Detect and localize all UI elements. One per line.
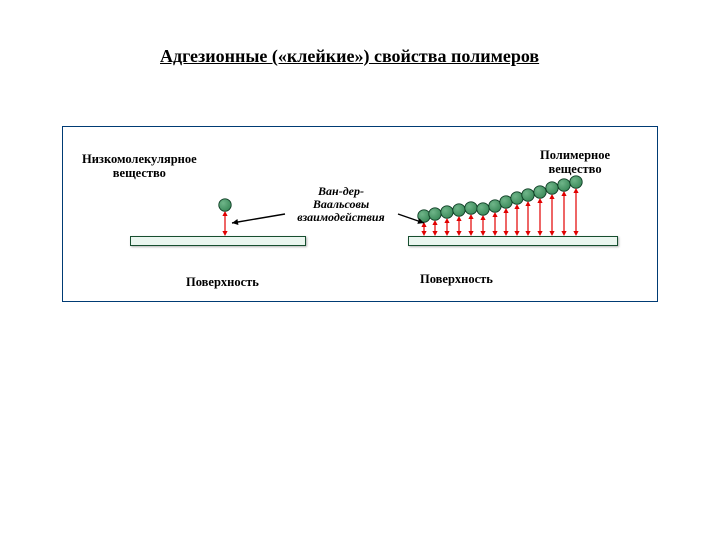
platform-right [408, 236, 618, 246]
label-low-molecular: Низкомолекулярное вещество [82, 152, 197, 181]
vdw-line3: взаимодействия [297, 210, 384, 224]
label-polymer-line1: Полимерное [540, 148, 610, 162]
label-polymer-line2: вещество [548, 162, 601, 176]
label-surface-right: Поверхность [420, 272, 493, 286]
platform-left [130, 236, 306, 246]
diagram-title: Адгезионные («клейкие») свойства полимер… [160, 46, 539, 67]
label-polymer: Полимерное вещество [540, 148, 610, 177]
label-low-molecular-line2: вещество [113, 166, 166, 180]
label-surface-left: Поверхность [186, 275, 259, 289]
vdw-line2: Ваальсовы [313, 197, 369, 211]
label-van-der-waals: Ван-дер- Ваальсовы взаимодействия [280, 183, 402, 227]
label-low-molecular-line1: Низкомолекулярное [82, 152, 197, 166]
vdw-line1: Ван-дер- [318, 184, 364, 198]
